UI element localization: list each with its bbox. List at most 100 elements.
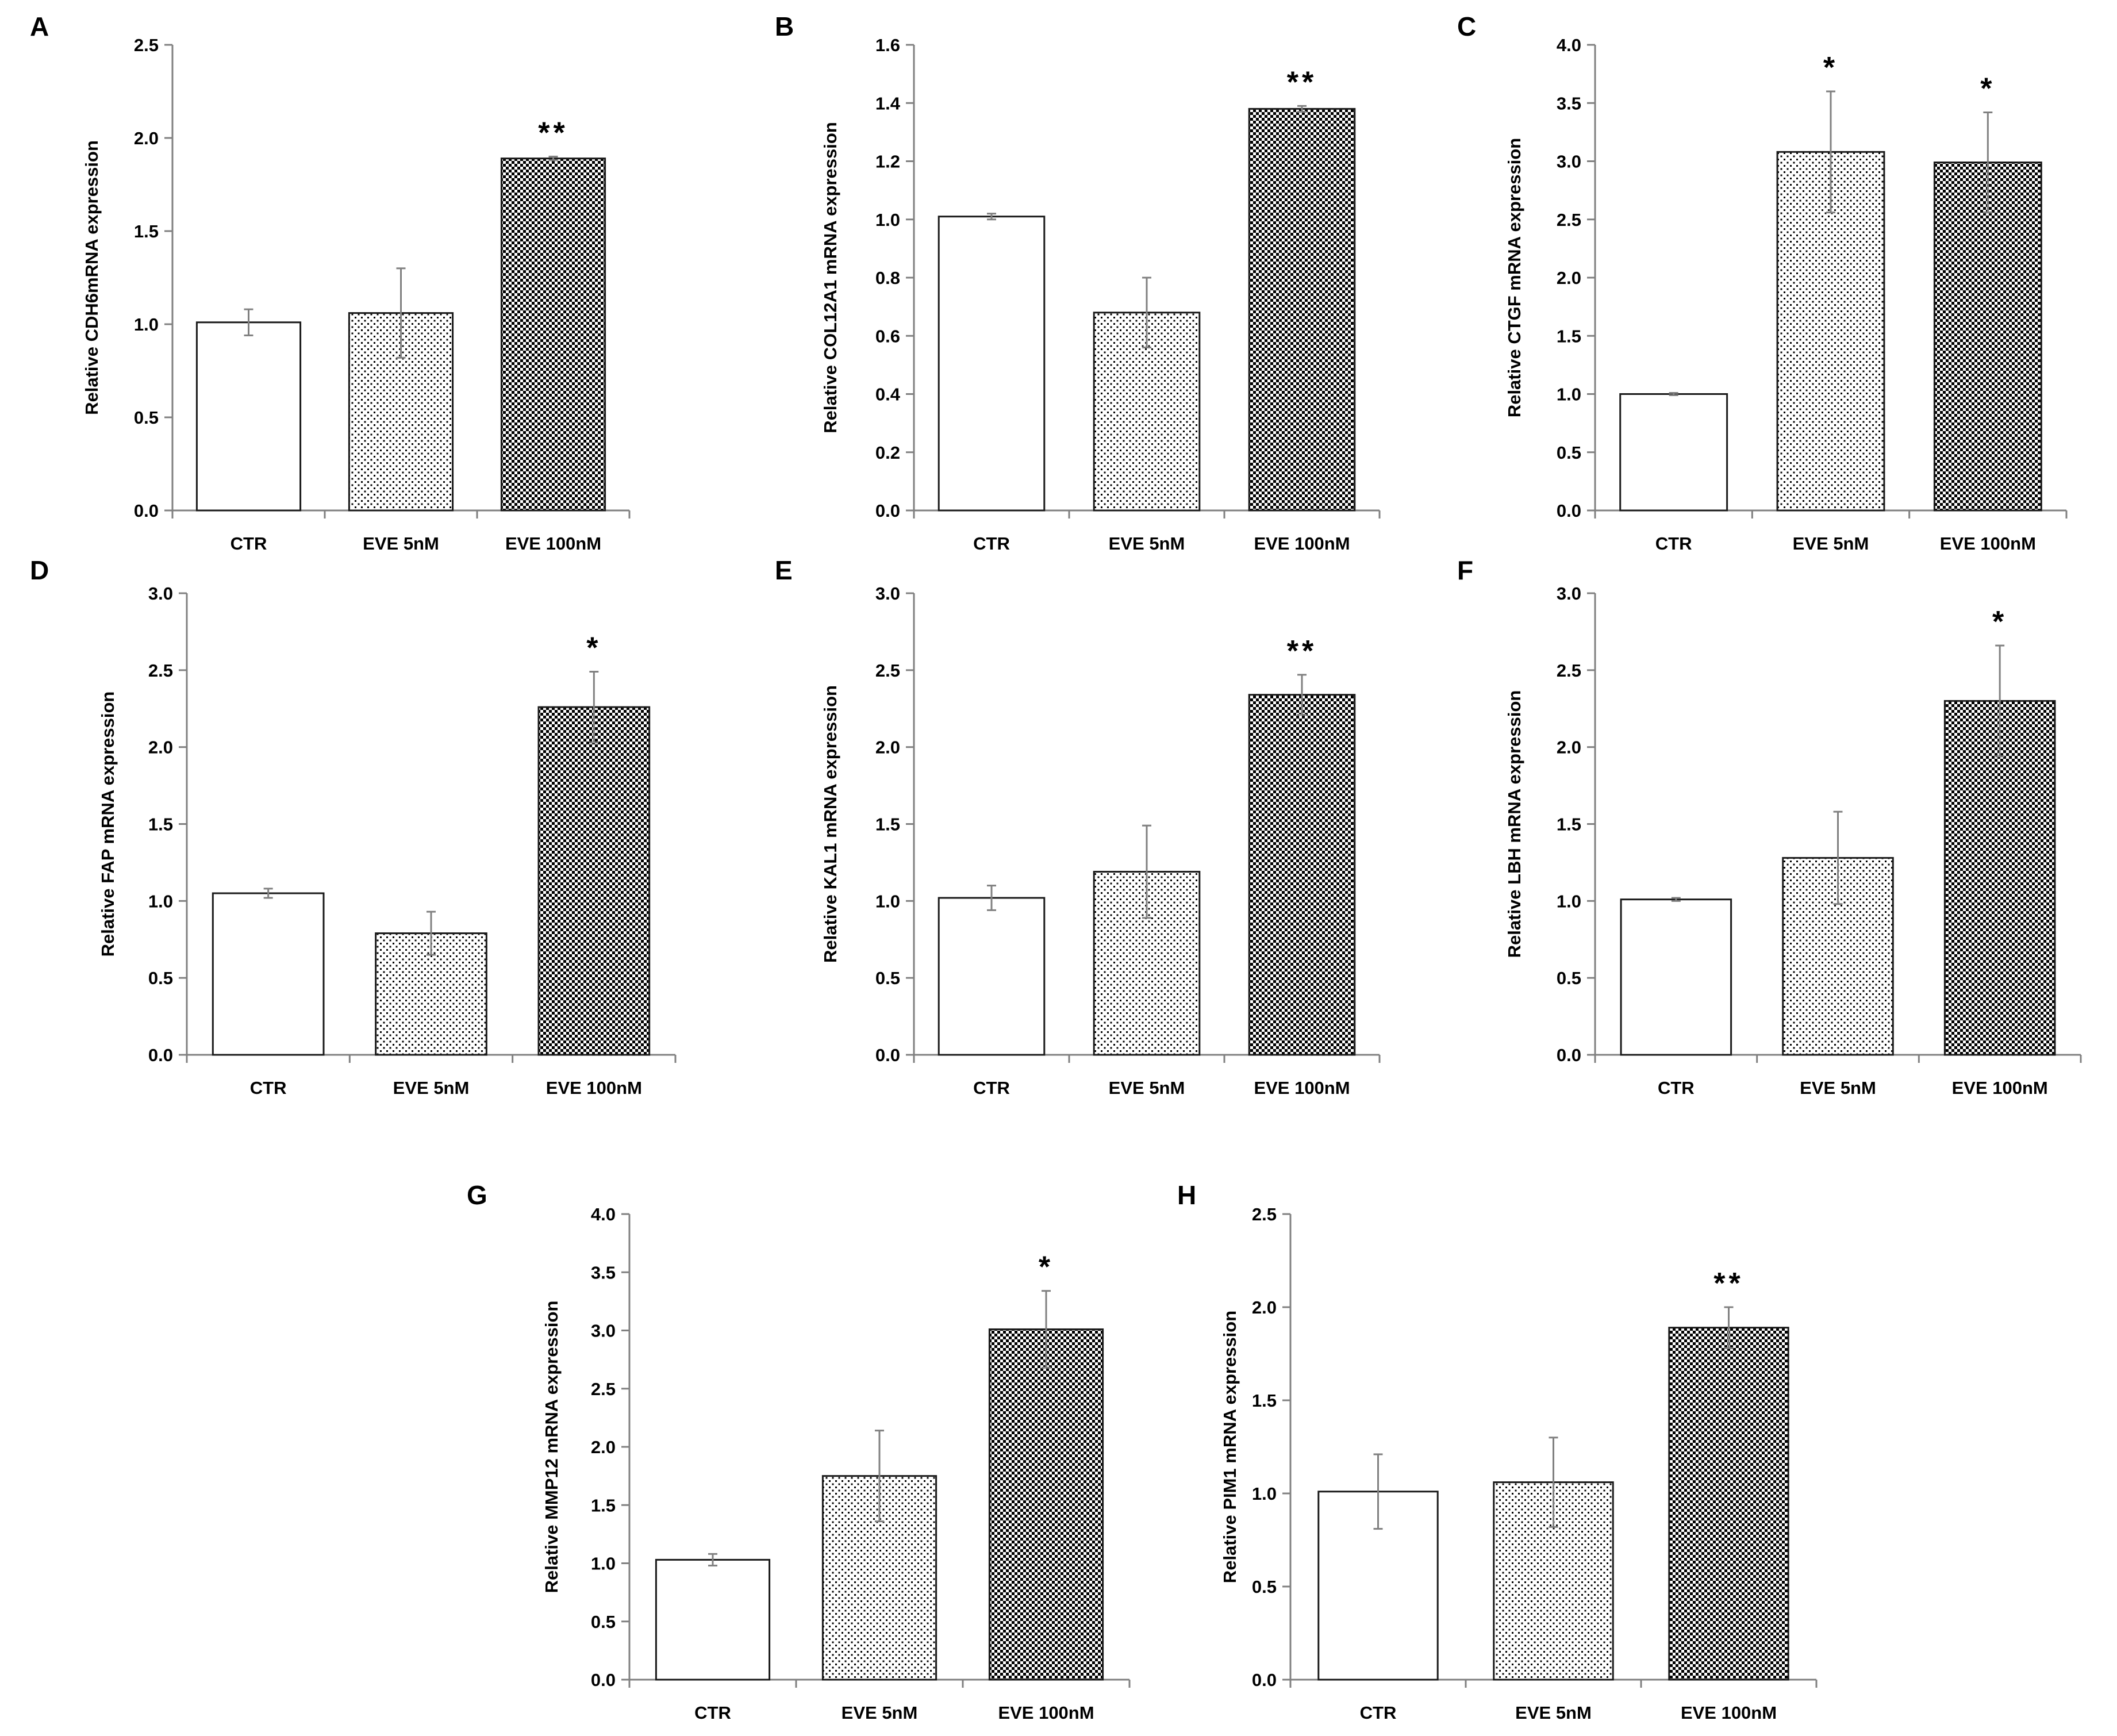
bar-f-0 [1620,898,1732,1056]
y-tick-label: 0.0 [591,1670,616,1690]
y-tick-label: 4.0 [591,1204,616,1224]
chart-panel-d: D 0.0 0.5 1.0 1.5 2.0 2.5 3.0 Relative FAP mRNA … [30,555,677,1098]
x-tick-label: CTR [973,1078,1010,1098]
y-tick-label: 1.2 [875,152,900,172]
y-tick-label: 1.4 [875,93,901,113]
x-tick-label: EVE 100nM [998,1703,1094,1723]
panel-letter: C [1457,11,1476,41]
x-tick-label: EVE 5nM [363,533,439,554]
y-axis-label: Relative CDH6mRNA expression [82,140,102,415]
chart-panel-e: E 0.0 0.5 1.0 1.5 2.0 2.5 3.0 Relative KAL1 mRNA… [775,555,1381,1098]
y-tick-label: 2.5 [591,1379,616,1399]
y-tick-label: 1.0 [1557,385,1581,405]
panel-letter: B [775,11,794,41]
y-tick-label: 2.0 [1557,738,1581,758]
y-axis-label: Relative CTGF mRNA expression [1504,138,1524,417]
x-tick-label: CTR [1658,1078,1695,1098]
y-tick-label: 0.2 [875,443,900,463]
y-tick-label: 0.5 [134,408,159,428]
y-tick-label: 0.6 [875,326,900,346]
panels-root: A 0.0 0.5 1.0 1.5 2.0 2.5 Relative CDH6mRNA exp… [30,11,2082,1723]
y-tick-label: 2.5 [1557,210,1581,230]
y-tick-label: 2.5 [148,660,173,681]
x-tick-label: EVE 5nM [1109,1078,1185,1098]
x-tick-label: EVE 100nM [1952,1078,2048,1098]
y-axis-label: Relative MMP12 mRNA expression [541,1301,562,1593]
x-tick-label: EVE 5nM [842,1703,918,1723]
bar-d-2 [537,706,651,1056]
x-tick-label: CTR [1655,533,1692,554]
significance-marker: * [1980,72,1995,105]
y-tick-label: 0.0 [1252,1670,1277,1690]
y-axis-label: Relative FAP mRNA expression [98,692,118,957]
x-tick-label: EVE 5nM [393,1078,470,1098]
chart-panel-c: C 0.0 0.5 1.0 1.5 2.0 2.5 3.0 3.5 4.0 Relative CTG… [1457,11,2068,554]
bar-e-0 [938,897,1046,1056]
x-tick-label: EVE 5nM [1793,533,1869,554]
y-tick-label: 0.5 [591,1612,616,1632]
x-tick-label: CTR [230,533,267,554]
y-tick-label: 0.8 [875,268,900,288]
significance-marker: ** [1713,1267,1743,1300]
x-tick-label: CTR [250,1078,287,1098]
y-tick-label: 1.5 [134,221,159,241]
y-tick-label: 2.0 [875,738,900,758]
panel-letter: H [1177,1180,1196,1210]
y-tick-label: 3.0 [1557,152,1581,172]
x-tick-label: EVE 100nM [1254,1078,1350,1098]
y-tick-label: 0.5 [1252,1577,1277,1597]
x-tick-label: CTR [973,533,1010,554]
significance-marker: * [1992,605,2007,639]
bar-d-0 [212,892,325,1056]
y-axis-label: Relative LBH mRNA expression [1504,690,1524,958]
y-tick-label: 1.5 [148,815,173,835]
y-tick-label: 2.5 [1557,660,1581,681]
significance-marker: ** [538,116,568,149]
significance-marker: * [1039,1251,1054,1284]
significance-marker: ** [1287,66,1317,99]
y-tick-label: 1.5 [1557,326,1581,346]
y-tick-label: 2.5 [875,660,900,681]
y-tick-label: 1.0 [875,210,900,230]
y-tick-label: 0.0 [1557,1045,1581,1065]
significance-marker: * [586,632,601,665]
y-tick-label: 3.0 [148,583,173,604]
y-tick-label: 0.0 [134,501,159,521]
x-tick-label: EVE 100nM [1940,533,2036,554]
panel-letter: E [775,555,793,585]
y-tick-label: 2.0 [591,1437,616,1457]
x-tick-label: CTR [1360,1703,1397,1723]
y-tick-label: 1.5 [1557,815,1581,835]
x-tick-label: CTR [694,1703,731,1723]
y-tick-label: 2.0 [1557,268,1581,288]
y-tick-label: 3.5 [1557,93,1581,113]
y-tick-label: 0.0 [148,1045,173,1065]
x-tick-label: EVE 100nM [505,533,601,554]
bar-b-0 [938,216,1046,512]
y-tick-label: 1.6 [875,35,900,55]
y-tick-label: 3.0 [1557,583,1581,604]
y-tick-label: 2.0 [148,738,173,758]
bar-e-2 [1248,694,1356,1056]
y-tick-label: 1.0 [591,1554,616,1574]
panel-letter: G [467,1180,487,1210]
y-axis-label: Relative KAL1 mRNA expression [820,685,840,963]
y-tick-label: 1.0 [1557,891,1581,911]
y-tick-label: 0.0 [1557,501,1581,521]
y-tick-label: 1.0 [875,891,900,911]
y-tick-label: 0.0 [875,1045,900,1065]
x-tick-label: EVE 100nM [546,1078,642,1098]
bar-a-0 [195,321,302,512]
chart-panel-h: H 0.0 0.5 1.0 1.5 2.0 2.5 Relative PIM1 mRNA ex… [1177,1180,1818,1723]
y-tick-label: 1.5 [591,1495,616,1515]
y-tick-label: 1.0 [1252,1484,1277,1504]
y-axis-label: Relative COL12A1 mRNA expression [820,122,840,433]
y-tick-label: 0.5 [1557,443,1581,463]
panel-letter: A [30,11,49,41]
y-tick-label: 0.5 [148,968,173,988]
panel-letter: D [30,555,49,585]
y-tick-label: 0.5 [875,968,900,988]
bar-g-2 [988,1328,1104,1681]
y-tick-label: 0.5 [1557,968,1581,988]
